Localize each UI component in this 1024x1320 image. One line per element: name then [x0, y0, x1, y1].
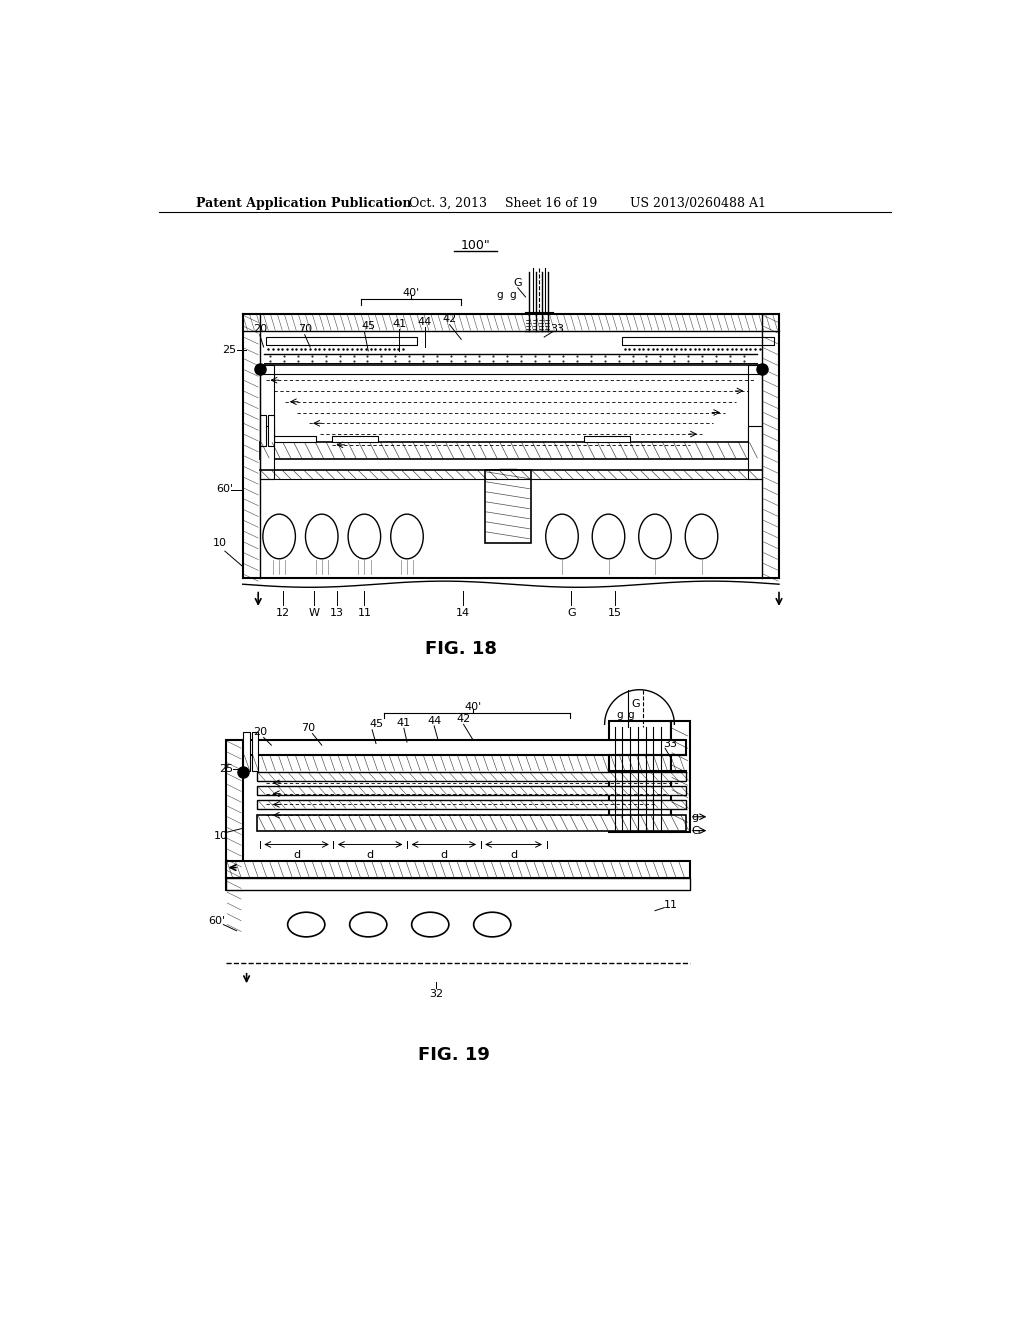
Text: 11: 11 — [664, 900, 678, 911]
Text: 33: 33 — [664, 739, 678, 748]
Bar — [270, 436, 316, 442]
Bar — [266, 337, 417, 345]
Text: 40': 40' — [402, 288, 420, 298]
Text: g: g — [627, 710, 634, 721]
Bar — [257, 800, 686, 809]
Bar — [257, 772, 686, 781]
Text: 14: 14 — [456, 607, 470, 618]
Bar — [243, 733, 251, 771]
Text: G: G — [691, 825, 699, 836]
Text: 44: 44 — [418, 317, 432, 326]
Text: 13: 13 — [331, 607, 344, 618]
Text: g: g — [692, 812, 698, 822]
Text: 44: 44 — [427, 715, 441, 726]
Text: 70: 70 — [301, 723, 315, 733]
Text: g: g — [497, 290, 504, 301]
Bar — [260, 425, 273, 479]
Text: 41: 41 — [397, 718, 411, 727]
Text: 45: 45 — [361, 321, 376, 331]
Bar — [748, 364, 762, 442]
Text: 12: 12 — [275, 607, 290, 618]
Text: 45: 45 — [369, 719, 383, 730]
Text: 25: 25 — [219, 764, 233, 774]
Text: W: W — [308, 607, 319, 618]
Bar — [260, 442, 762, 459]
Text: d: d — [367, 850, 374, 861]
Bar — [252, 733, 258, 771]
Text: 41: 41 — [392, 319, 407, 329]
Text: G: G — [567, 607, 575, 618]
Text: 42: 42 — [457, 714, 471, 723]
Text: 20: 20 — [253, 325, 267, 334]
Text: 20: 20 — [253, 727, 267, 737]
Bar — [225, 862, 690, 878]
Bar — [257, 816, 686, 830]
Text: US 2013/0260488 A1: US 2013/0260488 A1 — [630, 197, 766, 210]
Bar — [225, 739, 243, 890]
Text: Oct. 3, 2013: Oct. 3, 2013 — [410, 197, 487, 210]
Text: Patent Application Publication: Patent Application Publication — [197, 197, 412, 210]
Text: 60': 60' — [209, 916, 225, 925]
Text: G: G — [513, 279, 522, 288]
Text: 10: 10 — [212, 539, 226, 548]
Text: d: d — [440, 850, 447, 861]
Text: 15: 15 — [607, 607, 622, 618]
Bar — [671, 721, 690, 832]
Text: 25: 25 — [221, 345, 236, 355]
Text: 10: 10 — [214, 832, 228, 841]
Text: FIG. 18: FIG. 18 — [425, 640, 498, 657]
Text: 100": 100" — [461, 239, 490, 252]
Text: 70: 70 — [298, 325, 311, 334]
Bar — [257, 785, 686, 795]
Text: 33: 33 — [550, 325, 564, 334]
Bar — [260, 414, 266, 446]
Text: 60': 60' — [216, 484, 233, 495]
Text: g: g — [509, 290, 516, 301]
Bar — [267, 414, 273, 446]
Text: d: d — [510, 850, 517, 861]
Text: 40': 40' — [464, 702, 481, 711]
Bar — [243, 739, 686, 755]
Bar — [332, 436, 378, 442]
Text: d: d — [293, 850, 300, 861]
Bar — [225, 878, 690, 890]
Bar — [260, 364, 273, 442]
Text: Sheet 16 of 19: Sheet 16 of 19 — [506, 197, 598, 210]
Bar — [484, 470, 531, 544]
Bar — [584, 436, 630, 442]
Bar — [608, 721, 671, 832]
Text: G: G — [632, 698, 640, 709]
Bar — [623, 337, 773, 345]
Text: 42: 42 — [442, 314, 457, 325]
Text: FIG. 19: FIG. 19 — [418, 1047, 489, 1064]
Text: 32: 32 — [429, 989, 443, 999]
Text: g: g — [616, 710, 624, 721]
Bar — [748, 425, 762, 479]
Text: 11: 11 — [357, 607, 372, 618]
